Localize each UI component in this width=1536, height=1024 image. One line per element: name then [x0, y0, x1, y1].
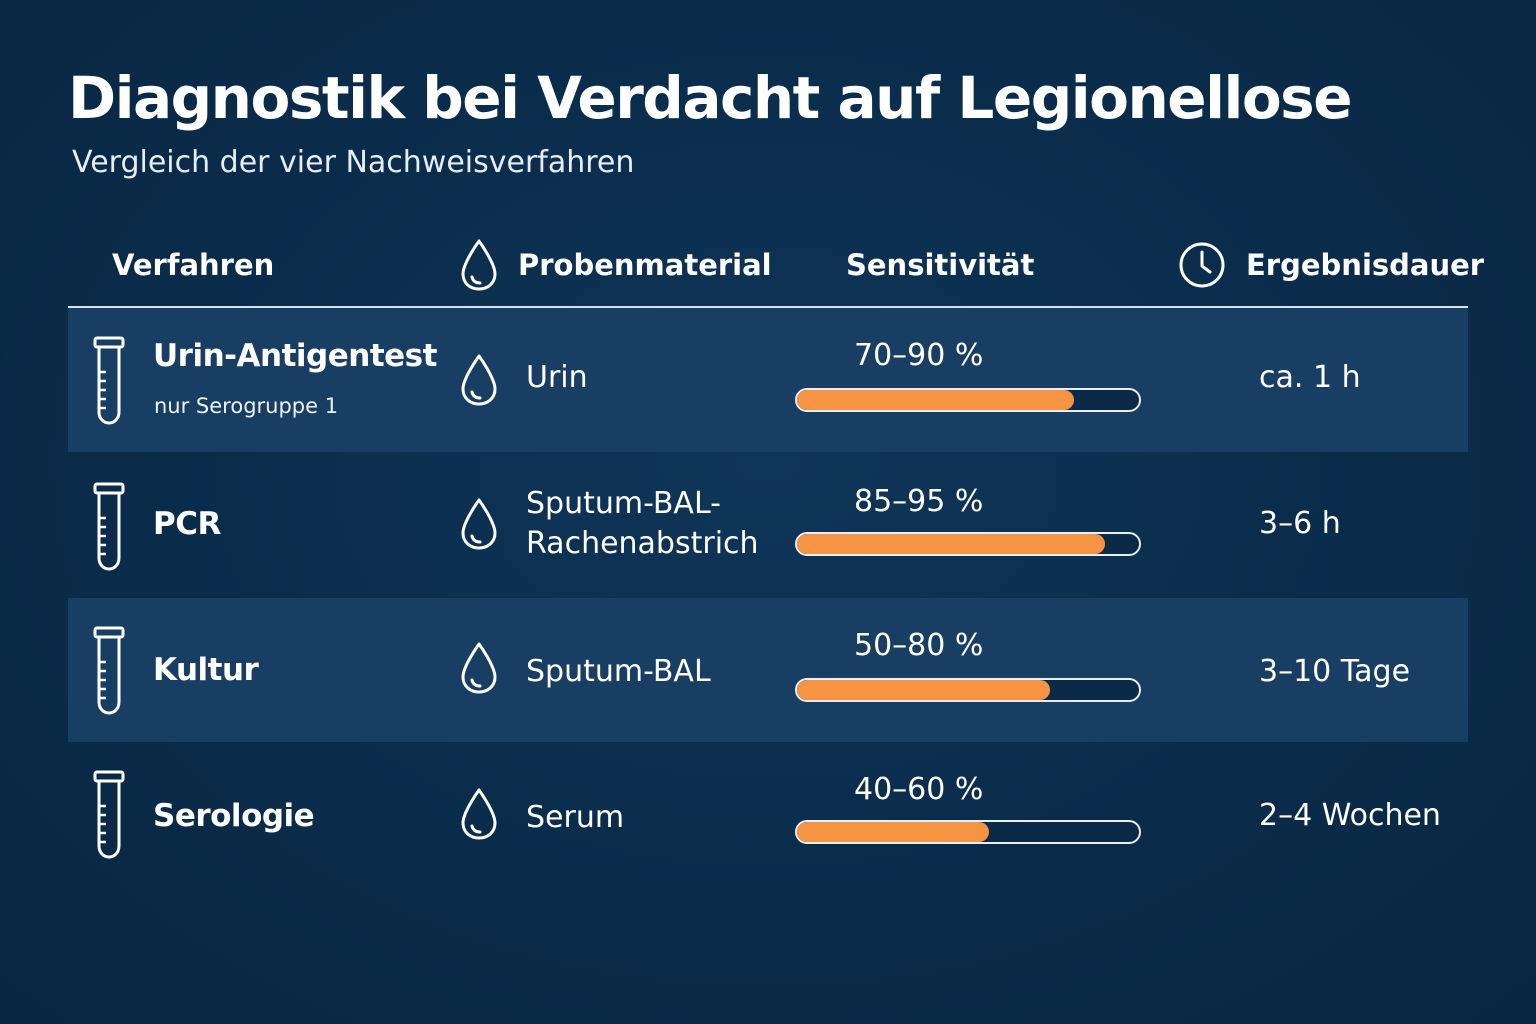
material-text: Sputum-BAL- Rachenabstrich [526, 484, 759, 564]
method-name: Kultur [153, 652, 259, 688]
table-row-pcr: PCR Sputum-BAL- Rachenabstrich 85–95 % 3… [68, 454, 1468, 598]
sensitivity-bar [795, 820, 1141, 844]
table-row-serologie: Serologie Serum 40–60 % 2–4 Wochen [68, 742, 1468, 886]
test-tube-icon [93, 336, 125, 425]
sensitivity-bar-fill [797, 822, 989, 842]
material-line: Sputum-BAL- [526, 486, 721, 521]
header-divider [68, 306, 1468, 308]
header-material: Probenmaterial [458, 230, 772, 300]
table-row-urin-antigentest: Urin-Antigentest nur Serogruppe 1 Urin 7… [68, 308, 1468, 452]
header-sensitivity: Sensitivität [846, 230, 1034, 300]
drop-icon [461, 498, 497, 550]
material-text: Sputum-BAL [526, 652, 711, 692]
header-material-label: Probenmaterial [518, 248, 772, 282]
method-name: PCR [153, 506, 221, 542]
material-line: Sputum-BAL [526, 654, 711, 689]
page-title: Diagnostik bei Verdacht auf Legionellose [68, 64, 1353, 132]
duration-text: 3–10 Tage [1259, 654, 1411, 689]
sensitivity-bar-fill [797, 390, 1075, 410]
duration-text: ca. 1 h [1259, 360, 1361, 395]
test-tube-icon [93, 770, 125, 859]
sensitivity-label: 50–80 % [854, 628, 984, 663]
duration-text: 3–6 h [1259, 506, 1341, 541]
sensitivity-bar [795, 532, 1141, 556]
header-method: Verfahren [112, 230, 274, 300]
header-duration: Ergebnisdauer [1178, 230, 1484, 300]
method-note: nur Serogruppe 1 [154, 394, 339, 418]
drop-icon [461, 354, 497, 406]
sensitivity-bar-fill [797, 534, 1105, 554]
drop-icon [461, 788, 497, 840]
sensitivity-bar-fill [797, 680, 1051, 700]
material-line: Urin [526, 360, 588, 395]
drop-icon [458, 237, 500, 293]
method-name: Serologie [153, 798, 315, 834]
duration-text: 2–4 Wochen [1259, 798, 1441, 833]
drop-icon [461, 642, 497, 694]
clock-icon [1178, 241, 1226, 289]
sensitivity-label: 70–90 % [854, 338, 984, 373]
table-header: Verfahren Probenmaterial Sensitivität Er… [68, 230, 1484, 306]
header-sensitivity-label: Sensitivität [846, 248, 1035, 282]
header-method-label: Verfahren [112, 248, 275, 282]
material-text: Urin [526, 358, 588, 398]
sensitivity-label: 85–95 % [854, 484, 984, 519]
test-tube-icon [93, 626, 125, 715]
test-tube-icon [93, 482, 125, 571]
method-name: Urin-Antigentest [153, 338, 437, 374]
sensitivity-bar [795, 678, 1141, 702]
material-text: Serum [526, 798, 624, 838]
sensitivity-bar [795, 388, 1141, 412]
page-subtitle: Vergleich der vier Nachweisverfahren [72, 145, 635, 180]
table-row-kultur: Kultur Sputum-BAL 50–80 % 3–10 Tage [68, 598, 1468, 742]
material-line: Serum [526, 800, 625, 835]
header-duration-label: Ergebnisdauer [1246, 248, 1485, 282]
material-line: Rachenabstrich [526, 526, 759, 561]
sensitivity-label: 40–60 % [854, 772, 984, 807]
